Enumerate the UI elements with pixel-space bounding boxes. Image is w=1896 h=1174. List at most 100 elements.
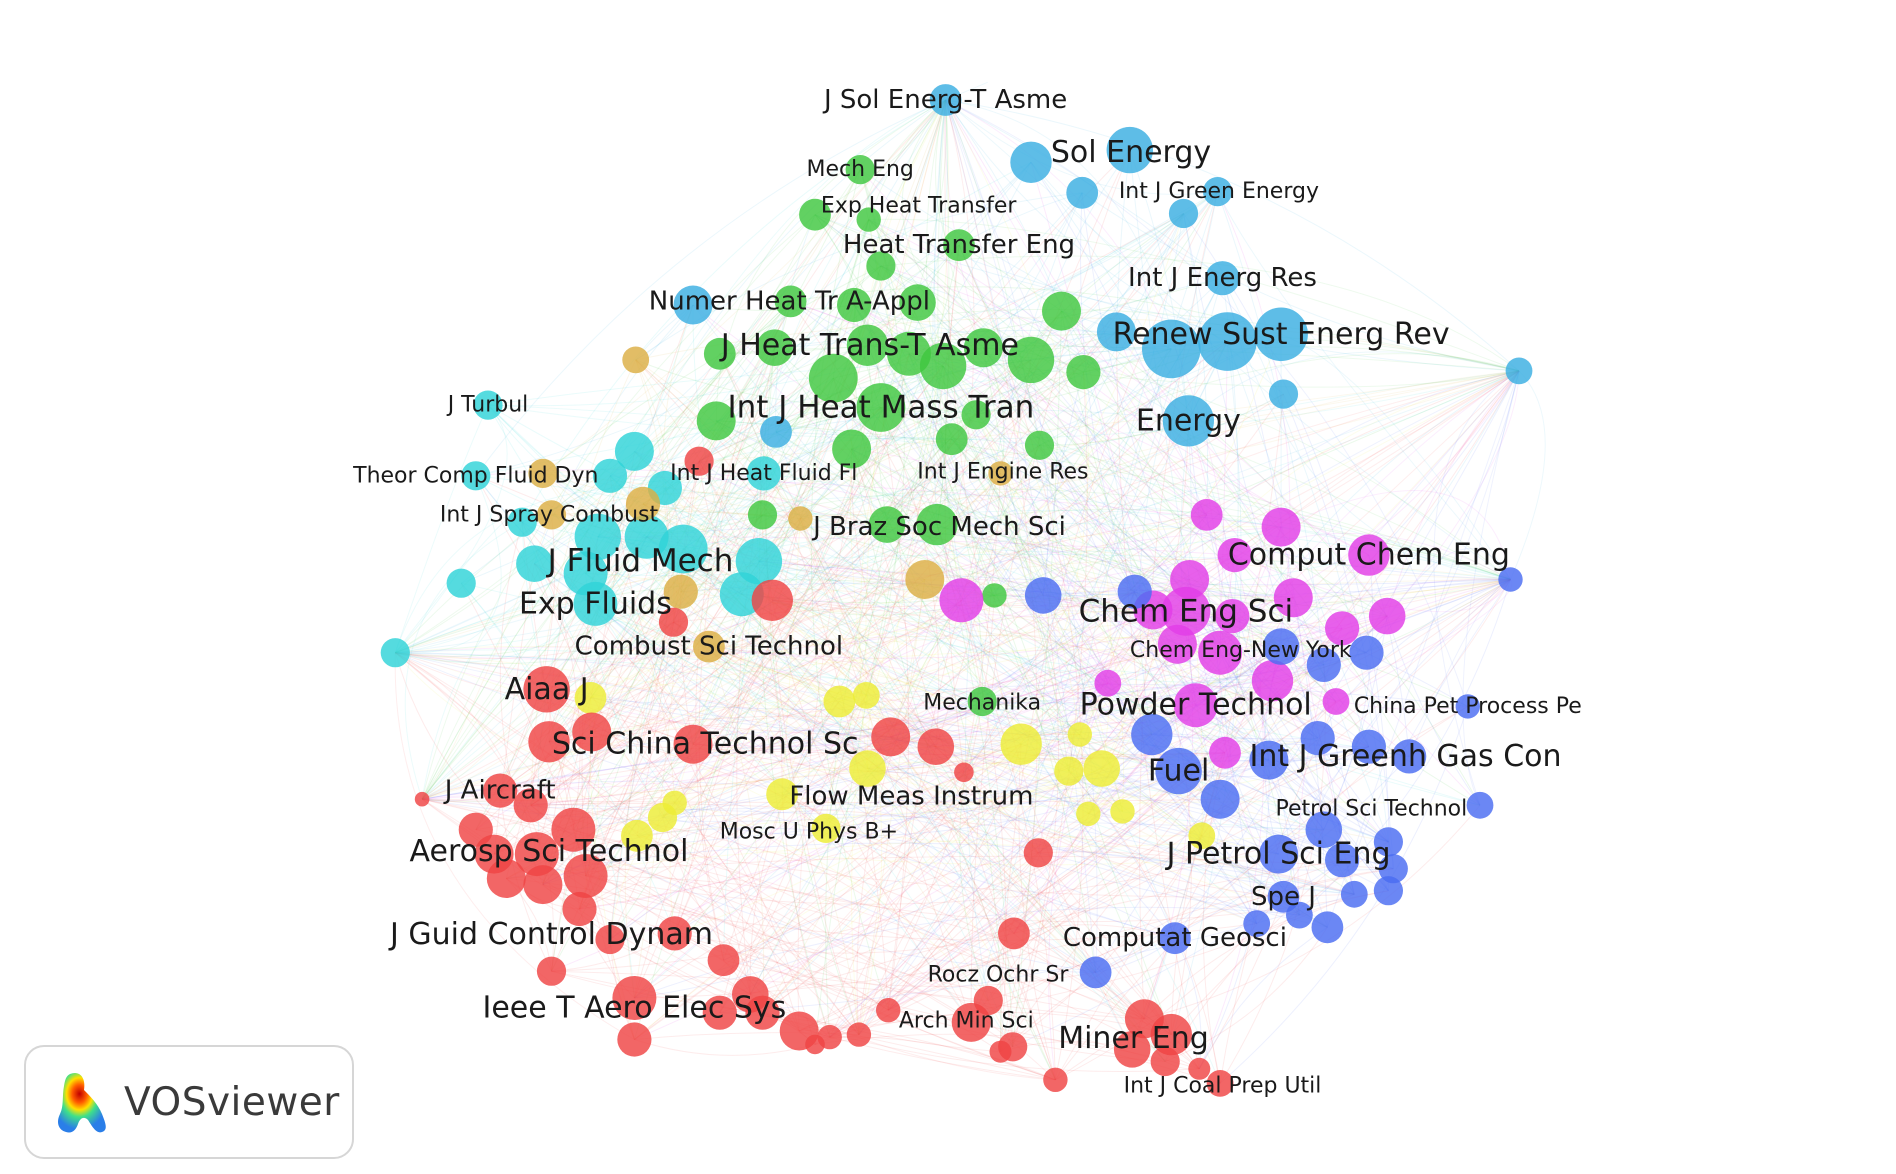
node-lightblue-15[interactable] <box>760 416 792 448</box>
node-red-176[interactable] <box>1150 1013 1193 1056</box>
label-int-j-heat-fluid[interactable]: Int J Heat Fluid Fl <box>670 461 857 486</box>
node-red-143[interactable] <box>954 762 974 783</box>
label-computat-geosci[interactable]: Computat Geosci <box>1063 923 1287 953</box>
label-j-braz[interactable]: J Braz Soc Mech Sci <box>811 512 1066 542</box>
node-yellow-126[interactable] <box>766 778 798 811</box>
node-red-163[interactable] <box>702 995 737 1030</box>
node-green-33[interactable] <box>1066 355 1101 390</box>
node-blue-117[interactable] <box>1079 956 1112 989</box>
node-red-178[interactable] <box>1150 1046 1180 1077</box>
node-green-42[interactable] <box>916 503 958 546</box>
label-int-j-coal[interactable]: Int J Coal Prep Util <box>1124 1073 1322 1098</box>
node-green-43[interactable] <box>967 686 997 717</box>
node-red-151[interactable] <box>563 854 608 898</box>
node-blue-102[interactable] <box>1392 739 1427 774</box>
node-lightblue-10[interactable] <box>1254 307 1308 362</box>
node-red-154[interactable] <box>562 891 597 927</box>
label-arch-min[interactable]: Arch Min Sci <box>899 1009 1034 1034</box>
node-red-181[interactable] <box>1188 1057 1211 1080</box>
node-green-24[interactable] <box>1042 291 1081 331</box>
node-green-39[interactable] <box>832 429 872 469</box>
node-red-148[interactable] <box>551 807 596 852</box>
label-heat-transfer-eng[interactable]: Heat Transfer Eng <box>843 230 1075 260</box>
label-sol-energy[interactable]: Sol Energy <box>1051 135 1211 170</box>
label-j-petrol-sci[interactable]: J Petrol Sci Eng <box>1165 837 1391 872</box>
label-j-sol-energ[interactable]: J Sol Energ-T Asme <box>822 85 1067 115</box>
node-magenta-85[interactable] <box>1094 669 1122 697</box>
node-green-28[interactable] <box>846 324 889 366</box>
node-green-34[interactable] <box>696 401 736 441</box>
node-green-23[interactable] <box>899 284 936 321</box>
node-magenta-73[interactable] <box>1348 534 1390 576</box>
node-red-179[interactable] <box>1043 1067 1068 1093</box>
node-lightblue-4[interactable] <box>1168 198 1199 229</box>
node-yellow-133[interactable] <box>1188 822 1216 850</box>
label-renew-sust[interactable]: Renew Sust Energ Rev <box>1113 317 1450 352</box>
label-j-aircraft[interactable]: J Aircraft <box>443 776 556 806</box>
label-fuel[interactable]: Fuel <box>1148 754 1209 789</box>
node-cyan-51[interactable] <box>574 513 621 560</box>
node-blue-103[interactable] <box>1455 694 1481 719</box>
label-mech-eng[interactable]: Mech Eng <box>807 157 914 182</box>
label-powder-technol[interactable]: Powder Technol <box>1080 688 1312 723</box>
node-lightblue-11[interactable] <box>1096 312 1136 352</box>
node-green-35[interactable] <box>856 383 906 432</box>
label-ieee-t-aero[interactable]: Ieee T Aero Elec Sys <box>482 990 786 1025</box>
node-lightblue-8[interactable] <box>1142 319 1201 379</box>
node-blue-104[interactable] <box>1466 791 1494 819</box>
label-int-j-energ-res[interactable]: Int J Energ Res <box>1128 263 1317 293</box>
node-green-32[interactable] <box>1007 336 1055 384</box>
node-blue-97[interactable] <box>1155 747 1202 795</box>
node-orange-70[interactable] <box>536 500 567 530</box>
node-red-142[interactable] <box>917 728 955 765</box>
node-yellow-125[interactable] <box>849 750 886 787</box>
node-green-31[interactable] <box>963 328 1003 368</box>
label-combust-sci[interactable]: Combust Sci Technol <box>575 632 844 662</box>
label-chem-eng-ny[interactable]: Chem Eng-New York <box>1130 638 1352 663</box>
label-mechanika[interactable]: Mechanika <box>923 690 1041 715</box>
node-cyan-54[interactable] <box>735 538 783 585</box>
label-aiaa-j[interactable]: Aiaa J <box>505 672 589 707</box>
node-orange-65[interactable] <box>788 506 813 531</box>
node-blue-90[interactable] <box>1024 577 1062 614</box>
node-red-158[interactable] <box>707 944 740 977</box>
node-blue-115[interactable] <box>1311 911 1344 944</box>
node-green-22[interactable] <box>837 287 872 323</box>
node-green-19[interactable] <box>943 229 975 262</box>
node-red-170[interactable] <box>876 998 901 1023</box>
node-red-137[interactable] <box>684 446 714 476</box>
node-red-139[interactable] <box>572 712 612 752</box>
label-numer-heat-tr[interactable]: Numer Heat Tr A-Appl <box>649 286 930 316</box>
label-energy[interactable]: Energy <box>1136 403 1241 438</box>
node-magenta-77[interactable] <box>1161 586 1211 636</box>
node-blue-110[interactable] <box>1373 876 1403 906</box>
node-red-174[interactable] <box>989 1040 1012 1063</box>
node-red-157[interactable] <box>536 956 567 986</box>
node-cyan-60[interactable] <box>380 638 410 668</box>
label-mosc-u[interactable]: Mosc U Phys B+ <box>720 820 898 845</box>
node-magenta-82[interactable] <box>1157 624 1197 664</box>
node-magenta-83[interactable] <box>1198 630 1243 675</box>
label-spe-j[interactable]: Spe J <box>1251 882 1316 912</box>
node-cyan-57[interactable] <box>573 581 618 626</box>
node-red-177[interactable] <box>1113 1031 1151 1068</box>
node-blue-101[interactable] <box>1351 729 1386 764</box>
node-cyan-53[interactable] <box>658 524 708 574</box>
node-blue-95[interactable] <box>1349 635 1384 670</box>
node-red-165[interactable] <box>745 995 780 1030</box>
node-red-150[interactable] <box>514 832 559 877</box>
node-blue-105[interactable] <box>1305 811 1343 848</box>
node-cyan-46[interactable] <box>461 461 491 491</box>
node-lightblue-1[interactable] <box>1010 141 1052 183</box>
node-lightblue-13[interactable] <box>1268 379 1299 409</box>
node-magenta-72[interactable] <box>1261 507 1301 547</box>
label-j-fluid-mech[interactable]: J Fluid Mech <box>546 543 734 579</box>
node-orange-69[interactable] <box>988 461 1013 486</box>
node-orange-62[interactable] <box>622 346 650 374</box>
node-green-25[interactable] <box>703 337 736 370</box>
node-cyan-47[interactable] <box>507 507 537 537</box>
node-orange-68[interactable] <box>693 630 725 663</box>
node-red-180[interactable] <box>1206 1070 1234 1097</box>
node-yellow-127[interactable] <box>1076 801 1101 826</box>
node-lightblue-6[interactable] <box>1205 261 1240 296</box>
